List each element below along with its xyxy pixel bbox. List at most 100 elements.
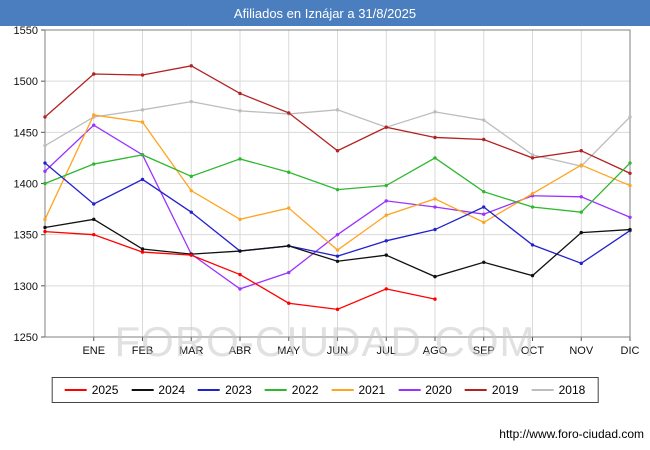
- series-point-2023: [189, 210, 193, 214]
- series-point-2022: [238, 157, 242, 161]
- series-point-2021: [384, 213, 388, 217]
- legend-swatch-2019: [464, 389, 487, 391]
- series-point-2023: [43, 161, 47, 165]
- series-point-2022: [482, 189, 486, 194]
- line-chart: 1250 1300 1350 1400 1450 1500 1550 ENE FEB MAR ABR…: [14, 25, 640, 357]
- legend-item-2018: 2018: [531, 383, 586, 397]
- series-point-2021: [579, 163, 583, 167]
- series-point-2025: [238, 272, 242, 277]
- series-point-2024: [482, 260, 486, 264]
- series-point-2020: [43, 169, 47, 173]
- series-point-2021: [433, 197, 437, 201]
- chart-legend: 2025 2024 2023 2022 2021 2020 2019 2018: [51, 377, 599, 403]
- y-tick-label: 1550: [14, 25, 38, 37]
- series-point-2024: [384, 253, 388, 257]
- series-point-2019: [482, 137, 486, 142]
- x-tick-label: FEB: [132, 345, 153, 357]
- series-point-2025: [335, 307, 340, 312]
- series-point-2020: [579, 195, 583, 199]
- legend-item-2023: 2023: [198, 383, 252, 397]
- series-point-2024: [628, 227, 632, 232]
- legend-item-2024: 2024: [131, 383, 185, 397]
- legend-item-2020: 2020: [398, 383, 452, 397]
- y-tick-label: 1500: [14, 76, 38, 88]
- series-point-2019: [433, 135, 437, 140]
- series-point-2020: [287, 270, 291, 275]
- series-point-2022: [287, 170, 291, 174]
- series-point-2021: [43, 217, 47, 222]
- series-point-2022: [628, 161, 632, 165]
- series-point-2022: [92, 162, 96, 166]
- series-point-2018: [335, 108, 340, 112]
- series-point-2020: [335, 232, 340, 237]
- legend-item-2022: 2022: [264, 383, 319, 397]
- series-point-2020: [482, 212, 486, 216]
- series-point-2023: [579, 261, 583, 266]
- series-point-2019: [335, 149, 340, 153]
- legend-label-2018: 2018: [558, 383, 586, 397]
- x-tick-label: DIC: [621, 345, 640, 357]
- series-point-2023: [335, 254, 340, 258]
- series-point-2021: [628, 183, 632, 188]
- series-point-2025: [92, 232, 96, 237]
- series-point-2022: [140, 153, 145, 157]
- series-point-2024: [238, 249, 242, 253]
- legend-swatch-2022: [264, 389, 287, 391]
- series-point-2024: [335, 259, 340, 263]
- legend-label-2020: 2020: [425, 383, 452, 397]
- series-point-2021: [92, 113, 96, 117]
- series-point-2019: [140, 73, 145, 77]
- series-point-2021: [189, 188, 193, 193]
- series-point-2022: [579, 210, 583, 214]
- series-point-2021: [482, 220, 486, 225]
- series-point-2021: [287, 206, 291, 210]
- series-point-2020: [238, 287, 242, 291]
- legend-label-2023: 2023: [225, 383, 252, 397]
- series-point-2024: [433, 274, 437, 279]
- series-point-2018: [628, 115, 632, 119]
- series-point-2020: [92, 123, 96, 127]
- legend-label-2019: 2019: [491, 383, 519, 397]
- series-point-2018: [238, 109, 242, 113]
- series-point-2025: [287, 301, 291, 305]
- y-tick-label: 1350: [14, 230, 38, 242]
- series-point-2023: [433, 227, 437, 232]
- x-tick-label: ABR: [229, 345, 252, 357]
- x-tick-label: ENE: [82, 345, 105, 357]
- series-point-2024: [579, 230, 583, 235]
- series-point-2023: [530, 243, 535, 247]
- footer-url[interactable]: http://www.foro-ciudad.com: [499, 427, 644, 441]
- legend-label-2024: 2024: [158, 383, 186, 397]
- chart-title: Afiliados en Iznájar a 31/8/2025: [233, 5, 417, 21]
- legend-item-2021: 2021: [331, 383, 385, 397]
- legend-swatch-2021: [331, 389, 354, 391]
- series-point-2019: [189, 64, 193, 68]
- series-point-2023: [140, 177, 145, 182]
- series-point-2023: [482, 205, 486, 209]
- x-tick-label: AGO: [423, 345, 448, 357]
- x-tick-label: JUN: [327, 345, 348, 357]
- series-point-2022: [384, 183, 388, 188]
- y-tick-label: 1250: [14, 332, 38, 344]
- series-point-2021: [530, 192, 535, 196]
- series-point-2018: [43, 143, 47, 148]
- series-point-2018: [140, 108, 145, 112]
- legend-swatch-2024: [131, 389, 154, 391]
- legend-swatch-2023: [198, 389, 221, 391]
- series-point-2024: [140, 247, 145, 251]
- x-tick-label: MAY: [277, 345, 301, 357]
- series-point-2020: [628, 215, 632, 219]
- series-point-2020: [384, 199, 388, 203]
- series-point-2019: [287, 111, 291, 115]
- series-point-2021: [140, 120, 145, 124]
- series-point-2019: [628, 171, 632, 175]
- series-point-2024: [43, 225, 47, 230]
- y-tick-label: 1300: [14, 281, 38, 293]
- series-point-2024: [530, 273, 535, 278]
- x-tick-label: OCT: [521, 345, 545, 357]
- legend-label-2025: 2025: [91, 383, 119, 397]
- series-point-2025: [43, 229, 47, 234]
- x-tick-label: NOV: [569, 345, 594, 357]
- series-point-2018: [189, 99, 193, 104]
- series-point-2019: [384, 125, 388, 129]
